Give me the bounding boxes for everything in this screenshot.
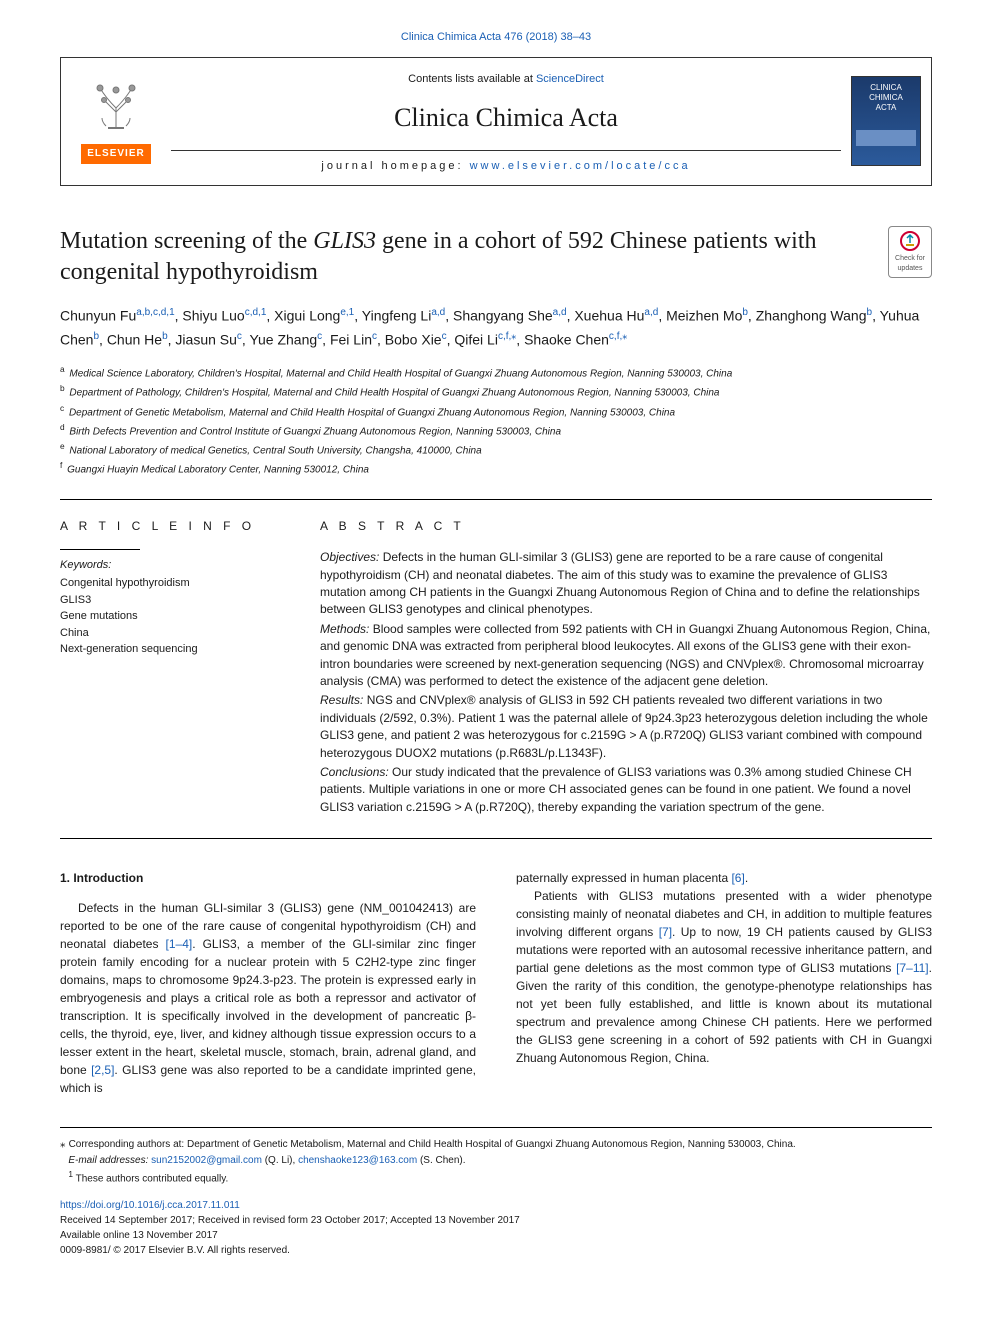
corr-email-1[interactable]: sun2152002@gmail.com <box>151 1155 262 1166</box>
journal-homepage-link[interactable]: www.elsevier.com/locate/cca <box>470 160 691 172</box>
author-affil-sup: c,f,⁎ <box>498 331 516 342</box>
keyword-item: China <box>60 625 280 642</box>
received-dates: Received 14 September 2017; Received in … <box>60 1213 932 1228</box>
author: Shiyu Luo <box>182 308 244 324</box>
keyword-item: Gene mutations <box>60 608 280 625</box>
author-affil-sup: b <box>162 331 168 342</box>
abstract-heading: A B S T R A C T <box>320 518 932 535</box>
article-title: Mutation screening of the GLIS3 gene in … <box>60 226 872 288</box>
author: Fei Lin <box>330 332 372 348</box>
affiliation: d Birth Defects Prevention and Control I… <box>60 421 932 440</box>
reference-link[interactable]: [7] <box>659 925 672 939</box>
reference-link[interactable]: [2,5] <box>91 1063 114 1077</box>
body-col-right: paternally expressed in human placenta [… <box>516 869 932 1097</box>
doi-copyright-block: https://doi.org/10.1016/j.cca.2017.11.01… <box>60 1198 932 1258</box>
intro-paragraph-2: Patients with GLIS3 mutations presented … <box>516 887 932 1067</box>
author-affil-sup: e,1 <box>340 307 354 318</box>
author: Qifei Li <box>454 332 498 348</box>
author-affil-sup: c <box>442 331 447 342</box>
abstract-block: A B S T R A C T Objectives: Defects in t… <box>320 518 932 818</box>
corresponding-authors-note: ⁎ Corresponding authors at: Department o… <box>60 1136 932 1153</box>
reference-link[interactable]: [7–11] <box>896 961 928 975</box>
affiliations-list: a Medical Science Laboratory, Children's… <box>60 363 932 479</box>
author: Chun He <box>107 332 162 348</box>
affiliation: a Medical Science Laboratory, Children's… <box>60 363 932 382</box>
journal-title: Clinica Chimica Acta <box>394 100 618 136</box>
affiliation: c Department of Genetic Metabolism, Mate… <box>60 402 932 421</box>
affiliation: f Guangxi Huayin Medical Laboratory Cent… <box>60 459 932 478</box>
journal-homepage-line: journal homepage: www.elsevier.com/locat… <box>171 150 841 174</box>
author-affil-sup: b <box>742 307 748 318</box>
keywords-label: Keywords: <box>60 558 280 573</box>
affiliation: b Department of Pathology, Children's Ho… <box>60 382 932 401</box>
reference-link[interactable]: [6] <box>731 871 744 885</box>
body-columns: 1. Introduction Defects in the human GLI… <box>60 869 932 1097</box>
author-affil-sup: c <box>317 331 322 342</box>
author-affil-sup: c,f,⁎ <box>609 331 627 342</box>
article-info-heading: A R T I C L E I N F O <box>60 518 280 535</box>
section-1-heading: 1. Introduction <box>60 869 476 887</box>
author: Shaoke Chen <box>524 332 609 348</box>
author: Yue Zhang <box>249 332 317 348</box>
publisher-cell: ELSEVIER <box>61 58 171 184</box>
author: Bobo Xie <box>385 332 442 348</box>
top-citation-link[interactable]: Clinica Chimica Acta 476 (2018) 38–43 <box>60 30 932 45</box>
author-affil-sup: c,d,1 <box>245 307 267 318</box>
intro-paragraph-1-cont: paternally expressed in human placenta [… <box>516 871 748 885</box>
body-col-left: 1. Introduction Defects in the human GLI… <box>60 869 476 1097</box>
sciencedirect-link[interactable]: ScienceDirect <box>536 73 604 85</box>
copyright-line: 0009-8981/ © 2017 Elsevier B.V. All righ… <box>60 1243 932 1258</box>
footnotes-block: ⁎ Corresponding authors at: Department o… <box>60 1127 932 1258</box>
elsevier-tree-icon <box>88 78 144 134</box>
keyword-item: Next-generation sequencing <box>60 641 280 658</box>
keyword-item: Congenital hypothyroidism <box>60 575 280 592</box>
journal-header: ELSEVIER Contents lists available at Sci… <box>60 57 932 185</box>
keyword-item: GLIS3 <box>60 592 280 609</box>
equal-contribution-note: 1 These authors contributed equally. <box>60 1168 932 1186</box>
author: Xuehua Hu <box>574 308 644 324</box>
author: Xigui Long <box>274 308 340 324</box>
doi-link[interactable]: https://doi.org/10.1016/j.cca.2017.11.01… <box>60 1200 240 1211</box>
author-affil-sup: c <box>237 331 242 342</box>
updates-icon <box>899 230 921 252</box>
intro-paragraph-1: Defects in the human GLI-similar 3 (GLIS… <box>60 899 476 1097</box>
journal-center: Contents lists available at ScienceDirec… <box>171 58 841 184</box>
available-online: Available online 13 November 2017 <box>60 1228 932 1243</box>
reference-link[interactable]: [1–4] <box>166 937 193 951</box>
authors-list: Chunyun Fua,b,c,d,1, Shiyu Luoc,d,1, Xig… <box>60 304 932 353</box>
elsevier-wordmark: ELSEVIER <box>81 144 150 164</box>
author: Meizhen Mo <box>666 308 742 324</box>
author: Zhanghong Wang <box>756 308 867 324</box>
affiliation: e National Laboratory of medical Genetic… <box>60 440 932 459</box>
article-info-block: A R T I C L E I N F O Keywords: Congenit… <box>60 518 280 818</box>
author-affil-sup: a,d <box>431 307 445 318</box>
cover-cell: CLINICA CHIMICA ACTA <box>841 58 931 184</box>
author-affil-sup: a,d <box>553 307 567 318</box>
author-affil-sup: c <box>372 331 377 342</box>
corr-email-2[interactable]: chenshaoke123@163.com <box>298 1155 417 1166</box>
check-for-updates-badge[interactable]: Check for updates <box>888 226 932 278</box>
author: Jiasun Su <box>175 332 236 348</box>
author-affil-sup: b <box>867 307 873 318</box>
author-affil-sup: b <box>93 331 99 342</box>
author: Chunyun Fu <box>60 308 136 324</box>
author: Shangyang She <box>453 308 553 324</box>
email-addresses-line: E-mail addresses: sun2152002@gmail.com (… <box>60 1153 932 1168</box>
author: Yingfeng Li <box>362 308 432 324</box>
author-affil-sup: a,d <box>644 307 658 318</box>
author-affil-sup: a,b,c,d,1 <box>136 307 174 318</box>
journal-cover-thumb: CLINICA CHIMICA ACTA <box>851 76 921 166</box>
contents-available-line: Contents lists available at ScienceDirec… <box>408 72 604 87</box>
